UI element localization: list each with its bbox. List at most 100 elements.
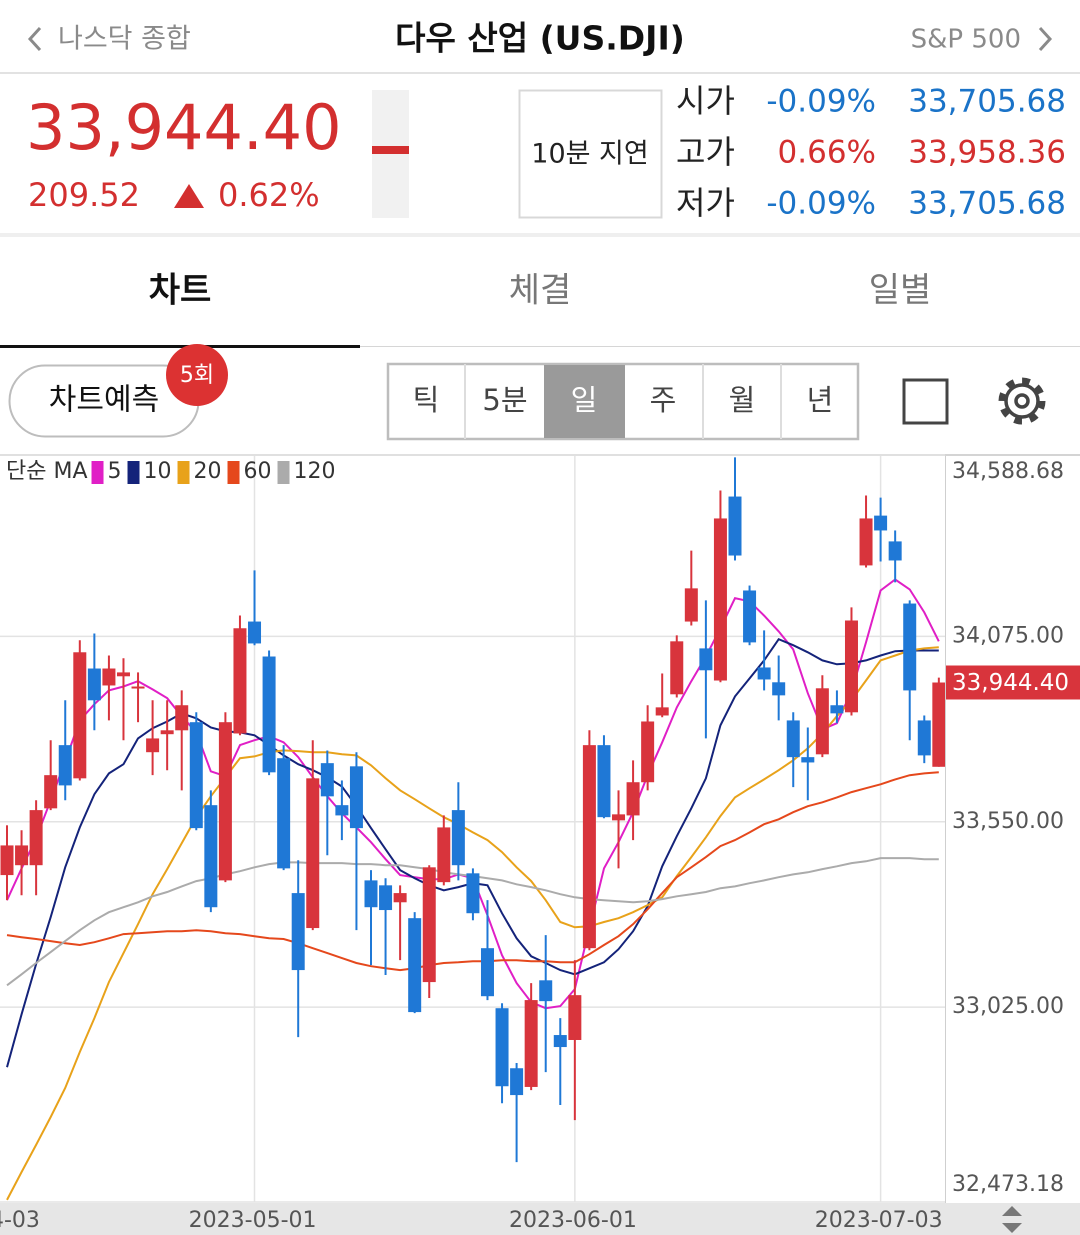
period-selector: 틱 5분 일 주 월 년 bbox=[386, 362, 860, 441]
candle-body bbox=[801, 757, 815, 763]
grid bbox=[0, 454, 945, 1203]
candle-body bbox=[568, 995, 582, 1040]
tab-area bbox=[720, 238, 1080, 346]
ma-line bbox=[6, 637, 939, 1068]
legend-title: 단순 MA bbox=[6, 459, 88, 484]
ma-line bbox=[6, 771, 939, 972]
predict-button[interactable]: 차트예측 bbox=[8, 364, 200, 438]
fullscreen-toggle[interactable] bbox=[902, 378, 949, 425]
candle-body bbox=[291, 893, 305, 971]
candle-body bbox=[655, 707, 669, 716]
candle-body bbox=[379, 885, 393, 911]
period-button[interactable]: 년 bbox=[807, 383, 834, 417]
next-button[interactable]: S&P 500 bbox=[911, 25, 1053, 55]
candle-body bbox=[699, 648, 713, 671]
candle-body bbox=[582, 745, 596, 949]
tab[interactable]: 차트 bbox=[0, 238, 360, 346]
candle-body bbox=[15, 845, 29, 866]
candle-body bbox=[204, 805, 218, 908]
candle-body bbox=[393, 893, 407, 903]
ma-line bbox=[6, 646, 939, 1201]
period-button[interactable]: 월 bbox=[729, 383, 756, 417]
tab[interactable]: 체결 bbox=[360, 238, 720, 346]
tab[interactable]: 일별 bbox=[720, 238, 1080, 346]
candle-body bbox=[597, 745, 611, 818]
row-label: 저가 bbox=[676, 184, 735, 222]
delay-box bbox=[518, 89, 663, 219]
tab-area bbox=[0, 238, 360, 346]
period-label: 주 bbox=[650, 383, 677, 417]
candle-body bbox=[903, 603, 917, 691]
row-label: 시가 bbox=[676, 82, 735, 120]
candle-body bbox=[408, 918, 422, 1013]
price-change: 209.52 bbox=[28, 176, 140, 214]
candle-body bbox=[888, 541, 902, 561]
candle-body bbox=[306, 778, 320, 929]
candle-body bbox=[670, 641, 684, 695]
legend-label: 20 bbox=[194, 459, 222, 484]
scroll-handle[interactable] bbox=[1002, 1206, 1022, 1233]
legend-label: 10 bbox=[144, 459, 172, 484]
candle-body bbox=[480, 948, 494, 997]
back-button[interactable]: 나스닥 종합 bbox=[27, 24, 191, 55]
y-tick-label: 34,075.00 bbox=[952, 623, 1064, 648]
candle-body bbox=[510, 1068, 524, 1096]
legend-swatch bbox=[277, 461, 290, 484]
gear-body bbox=[1004, 383, 1040, 419]
up-arrow bbox=[174, 184, 204, 208]
candle-body bbox=[160, 730, 174, 735]
period-label: 년 bbox=[807, 383, 834, 417]
candle-body bbox=[451, 810, 465, 866]
candle-body bbox=[116, 672, 130, 677]
tab-label: 체결 bbox=[509, 271, 572, 311]
candle-body bbox=[248, 621, 262, 644]
candle-body bbox=[495, 1008, 509, 1087]
period-button[interactable]: 틱 bbox=[413, 383, 440, 417]
candle-body bbox=[844, 620, 858, 713]
candle-body bbox=[320, 763, 334, 797]
candle-body bbox=[713, 518, 727, 681]
header-divider bbox=[0, 72, 1080, 74]
legend-label: 5 bbox=[108, 459, 122, 484]
period-label: 5분 bbox=[482, 383, 527, 417]
legend-swatch bbox=[177, 461, 190, 484]
legend-label: 120 bbox=[294, 459, 336, 484]
legend: 단순 MA 5 10 20 60 120 bbox=[6, 459, 336, 484]
candle-body bbox=[102, 668, 116, 686]
candle-body bbox=[146, 738, 160, 753]
row-value: 33,958.36 bbox=[908, 135, 1066, 171]
candle-body bbox=[175, 705, 189, 731]
row-value: 33,705.68 bbox=[908, 84, 1066, 120]
candle-body bbox=[422, 867, 436, 983]
legend-swatch bbox=[127, 461, 140, 484]
ma-line bbox=[6, 578, 940, 1010]
x-tick-label: 2023-06-01 bbox=[509, 1208, 637, 1233]
candle-body bbox=[830, 705, 844, 714]
settings-button[interactable] bbox=[998, 377, 1046, 425]
candle-body bbox=[553, 1035, 567, 1048]
handle-down bbox=[1002, 1223, 1022, 1233]
period-selected-bg bbox=[544, 365, 625, 438]
period-button[interactable]: 일 bbox=[544, 365, 625, 438]
period-button[interactable]: 5분 bbox=[482, 383, 527, 417]
candle-body bbox=[189, 722, 203, 829]
last-price-label: 33,944.40 bbox=[952, 670, 1069, 696]
y-tick-label: 32,473.18 bbox=[952, 1172, 1064, 1197]
gear-hole bbox=[1014, 393, 1030, 409]
row-label: 고가 bbox=[676, 133, 735, 171]
period-button[interactable]: 주 bbox=[650, 383, 677, 417]
candle-body bbox=[772, 682, 786, 696]
candle-body bbox=[87, 668, 101, 701]
y-axis-line bbox=[945, 456, 946, 1203]
candles bbox=[0, 457, 945, 1163]
x-tick-label: 2023-07-03 bbox=[815, 1208, 943, 1233]
candle-body bbox=[641, 721, 655, 783]
legend-swatch bbox=[91, 461, 104, 484]
next-label: S&P 500 bbox=[911, 25, 1021, 55]
x-tick-label: 2023-05-01 bbox=[189, 1208, 317, 1233]
candle-body bbox=[262, 656, 276, 773]
candle-body bbox=[466, 873, 480, 914]
badge-label: 5회 bbox=[180, 363, 214, 388]
